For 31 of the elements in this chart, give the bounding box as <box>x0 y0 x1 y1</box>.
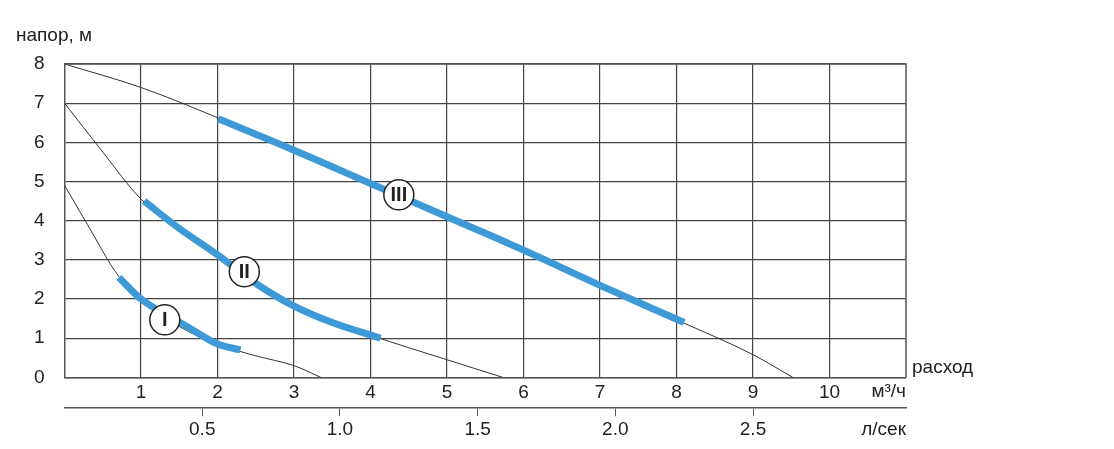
x2-axis-title: л/сек <box>861 418 907 440</box>
y-tick-label: 3 <box>33 248 45 270</box>
x-tick-label: 9 <box>747 381 759 403</box>
x-tick-label: 7 <box>594 381 606 403</box>
x-tick-label: 2 <box>212 381 223 403</box>
x-tick-label: 10 <box>818 381 841 403</box>
x2-tick-label: 2.5 <box>739 417 767 439</box>
x-axis-title: м³/ч <box>871 379 906 401</box>
y-tick-label: 6 <box>33 130 45 152</box>
y-tick-label: 8 <box>33 52 45 74</box>
y-tick-label: 5 <box>33 169 45 191</box>
x2-tick-label: 0.5 <box>189 417 216 439</box>
x2-tick-label: 2.0 <box>602 417 629 439</box>
x-tick-label: 5 <box>441 381 453 403</box>
y-tick-label: 0 <box>33 365 45 387</box>
y-tick-label: 7 <box>33 91 45 113</box>
annotation: I <box>161 308 168 331</box>
x-tick-label: 3 <box>288 381 300 403</box>
annotation: II <box>238 260 250 283</box>
x2-tick-label: 1.0 <box>326 417 354 439</box>
x-tick-label: 6 <box>518 381 529 403</box>
text: расход <box>912 355 974 377</box>
y-axis-title: напор, м <box>16 24 93 46</box>
x2-tick-label: 1.5 <box>464 417 491 439</box>
y-tick-label: 4 <box>33 208 45 230</box>
x-tick-label: 8 <box>671 381 682 403</box>
x-tick-label: 4 <box>365 381 377 403</box>
y-tick-label: 1 <box>33 326 45 348</box>
annotation: III <box>390 183 408 206</box>
x-tick-label: 1 <box>135 381 147 403</box>
y-tick-label: 2 <box>33 287 45 309</box>
